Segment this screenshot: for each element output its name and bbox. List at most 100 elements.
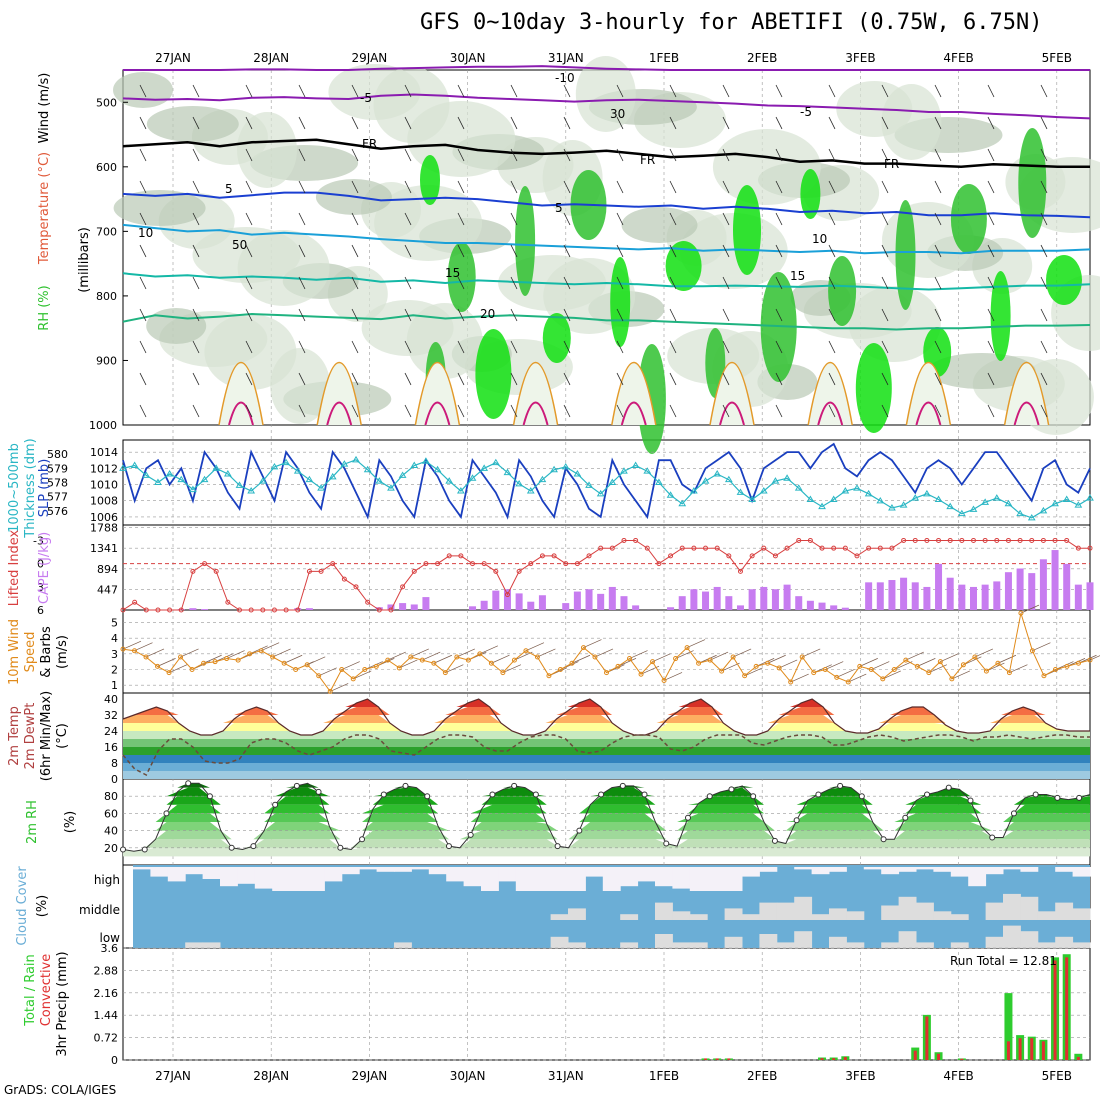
rh-marker [337,844,344,851]
rh-band [123,847,1090,857]
wind-barb-10m [882,670,901,680]
thickness-marker [888,504,896,511]
contour-label: -5 [800,105,812,119]
wind-speed-marker [1041,673,1047,679]
wind-barb [775,340,783,354]
wind-barb-10m [1089,655,1100,661]
date-label-top: 1FEB [649,51,679,65]
wind-barb [1040,308,1048,322]
cape-bar [527,601,535,610]
cloud-gap [602,867,621,891]
cape-bar [748,589,756,610]
wind-barb [934,276,942,290]
wind-barb [616,244,624,258]
wind-barb [669,244,677,258]
rh-band [123,839,1090,848]
li-marker [889,545,895,551]
wind-speed-marker [500,670,506,676]
cape-bar [923,586,931,610]
wind-barb [616,308,624,322]
wind-ytick: 1 [111,679,118,692]
wind-barb-10m [756,658,775,667]
thickness-marker [643,467,652,474]
wind-barb-10m [779,659,798,669]
wind-barb [563,276,571,290]
li-marker [551,553,557,559]
rh-marker [467,831,474,838]
wind-barb [775,180,783,194]
wind-barb [934,308,942,322]
thickness-marker [934,495,943,502]
wind-barb-10m [307,656,326,666]
rh-ytick: 20 [104,842,118,855]
cloud-block [1037,911,1056,920]
li-marker [1029,537,1035,543]
rh-marker [315,788,322,795]
wind-barb [351,276,359,290]
cape-bar [806,600,814,610]
wind-speed-marker [661,677,667,683]
cloud-gap [185,867,204,875]
ylabel-rh: RH (%) [37,285,52,330]
wind-barb [510,308,518,322]
cape-bar [667,607,675,610]
wind-speed-marker [615,663,621,669]
wind-barb-10m [629,650,648,659]
li-marker [446,553,452,559]
panel-cape [122,524,1091,611]
wind-barb [351,340,359,354]
upper-ytick: 800 [96,290,117,303]
cloud-block [1055,902,1074,920]
wind-barb [192,116,200,130]
slp-ytick: 1014 [90,446,118,459]
temp-contour-20 [122,312,1091,331]
wind-barb [934,404,942,418]
wind-barb [881,148,889,162]
wind-barb [351,404,359,418]
wind-barb [616,404,624,418]
footer-credit: GrADS: COLA/IGES [4,1083,117,1097]
wind-barb [987,372,995,386]
cape-bar [981,584,989,610]
temp-contour--5 [122,93,1091,120]
slp-ytick: 1010 [90,479,118,492]
wind-speed-marker [868,667,874,673]
rh-marker [858,793,865,800]
date-label-bottom: 29JAN [352,1069,388,1083]
wind-barb [351,84,359,98]
surface-hot-lobe [915,401,942,426]
upper-ytick: 900 [96,354,117,367]
li-marker [470,561,476,567]
wind-barb-10m [974,648,994,658]
ylabel-wind10m: 10m Wind [7,619,22,685]
thickness-marker [876,496,885,504]
precip-ytick: 3.6 [101,942,119,955]
li-marker [167,607,173,613]
wind-barb [616,276,624,290]
wind-speed-marker [1075,660,1081,666]
rh-shading [113,190,206,226]
cloud-block [881,905,900,920]
wind-barb [563,116,571,130]
precip-conv-bar [843,1056,847,1060]
cloud-block [846,911,865,920]
wind-speed-marker [937,659,943,665]
thickness-marker [946,502,955,510]
temp-contour-FR [122,138,1090,169]
wind-speed-marker [926,670,932,676]
wind-barb [192,340,200,354]
wind-barb-10m [330,683,349,692]
wind-barb [881,244,889,258]
wind-speed-marker [972,654,978,660]
wind-barb [1040,180,1048,194]
cape-bar [713,586,721,610]
wind-barb-10m [871,661,890,670]
wind-barb [563,372,571,386]
rh-marker [141,846,148,853]
rh-marker [1076,794,1083,801]
wind-barb [457,308,465,322]
wind-barb-10m [261,642,280,652]
contour-label: 30 [610,107,625,121]
wind-barb [192,404,200,418]
wind-barb [510,212,518,226]
